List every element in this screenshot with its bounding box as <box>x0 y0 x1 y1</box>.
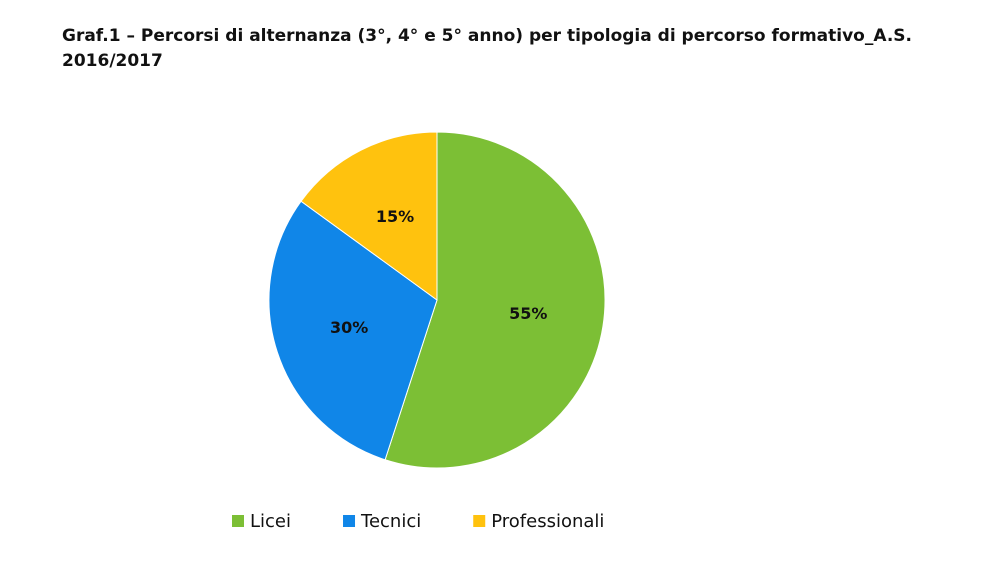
chart-title: Graf.1 – Percorsi di alternanza (3°, 4° … <box>62 26 912 71</box>
value-label: 55% <box>509 304 547 323</box>
pie-slice <box>268 200 438 461</box>
value-label: 30% <box>330 318 368 337</box>
legend-label: Professionali <box>491 511 604 532</box>
legend-swatch <box>232 515 244 527</box>
legend-label: Tecnici <box>360 511 421 532</box>
pie-slice <box>384 131 606 469</box>
pie-slice <box>300 131 438 301</box>
value-label: 15% <box>376 207 414 226</box>
legend-label: Licei <box>250 511 291 532</box>
legend-swatch <box>473 515 486 527</box>
legend-swatch <box>343 515 356 527</box>
